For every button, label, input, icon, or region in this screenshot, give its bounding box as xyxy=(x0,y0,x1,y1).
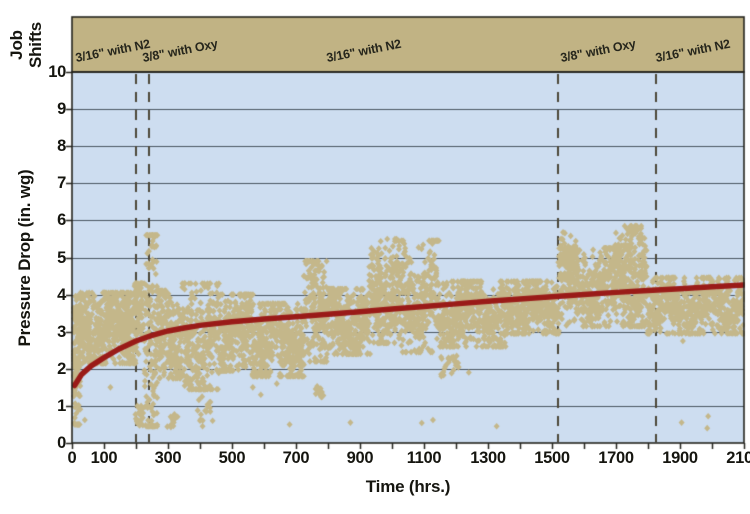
y-tick-label: 4 xyxy=(57,285,66,304)
x-tick-label: 1500 xyxy=(534,449,570,467)
y-tick-label: 0 xyxy=(57,434,66,452)
y-tick-label: 6 xyxy=(57,211,66,230)
x-tick-label: 100 xyxy=(90,449,118,467)
x-tick-label: 1100 xyxy=(406,449,442,467)
x-tick-label: 1300 xyxy=(470,449,506,467)
x-tick-label: 1900 xyxy=(662,449,698,467)
y-tick-label: 9 xyxy=(57,100,66,119)
x-tick-label: 0 xyxy=(67,449,77,467)
y-tick-label: 8 xyxy=(57,137,66,156)
y-tick-label: 5 xyxy=(57,248,66,267)
y-tick-label: 10 xyxy=(48,63,66,81)
x-tick-label: 500 xyxy=(218,449,246,467)
x-axis-title: Time (hrs.) xyxy=(365,477,451,496)
x-tick-label: 900 xyxy=(346,449,374,467)
y-tick-label: 1 xyxy=(57,396,66,415)
y-tick-label: 3 xyxy=(57,322,66,341)
job-shifts-line1: Job xyxy=(7,30,26,60)
y-tick-label: 2 xyxy=(57,359,66,378)
x-tick-label: 700 xyxy=(282,449,310,467)
x-tick-label: 300 xyxy=(154,449,182,467)
x-tick-label: 1700 xyxy=(598,449,634,467)
y-tick-label: 7 xyxy=(57,174,66,193)
